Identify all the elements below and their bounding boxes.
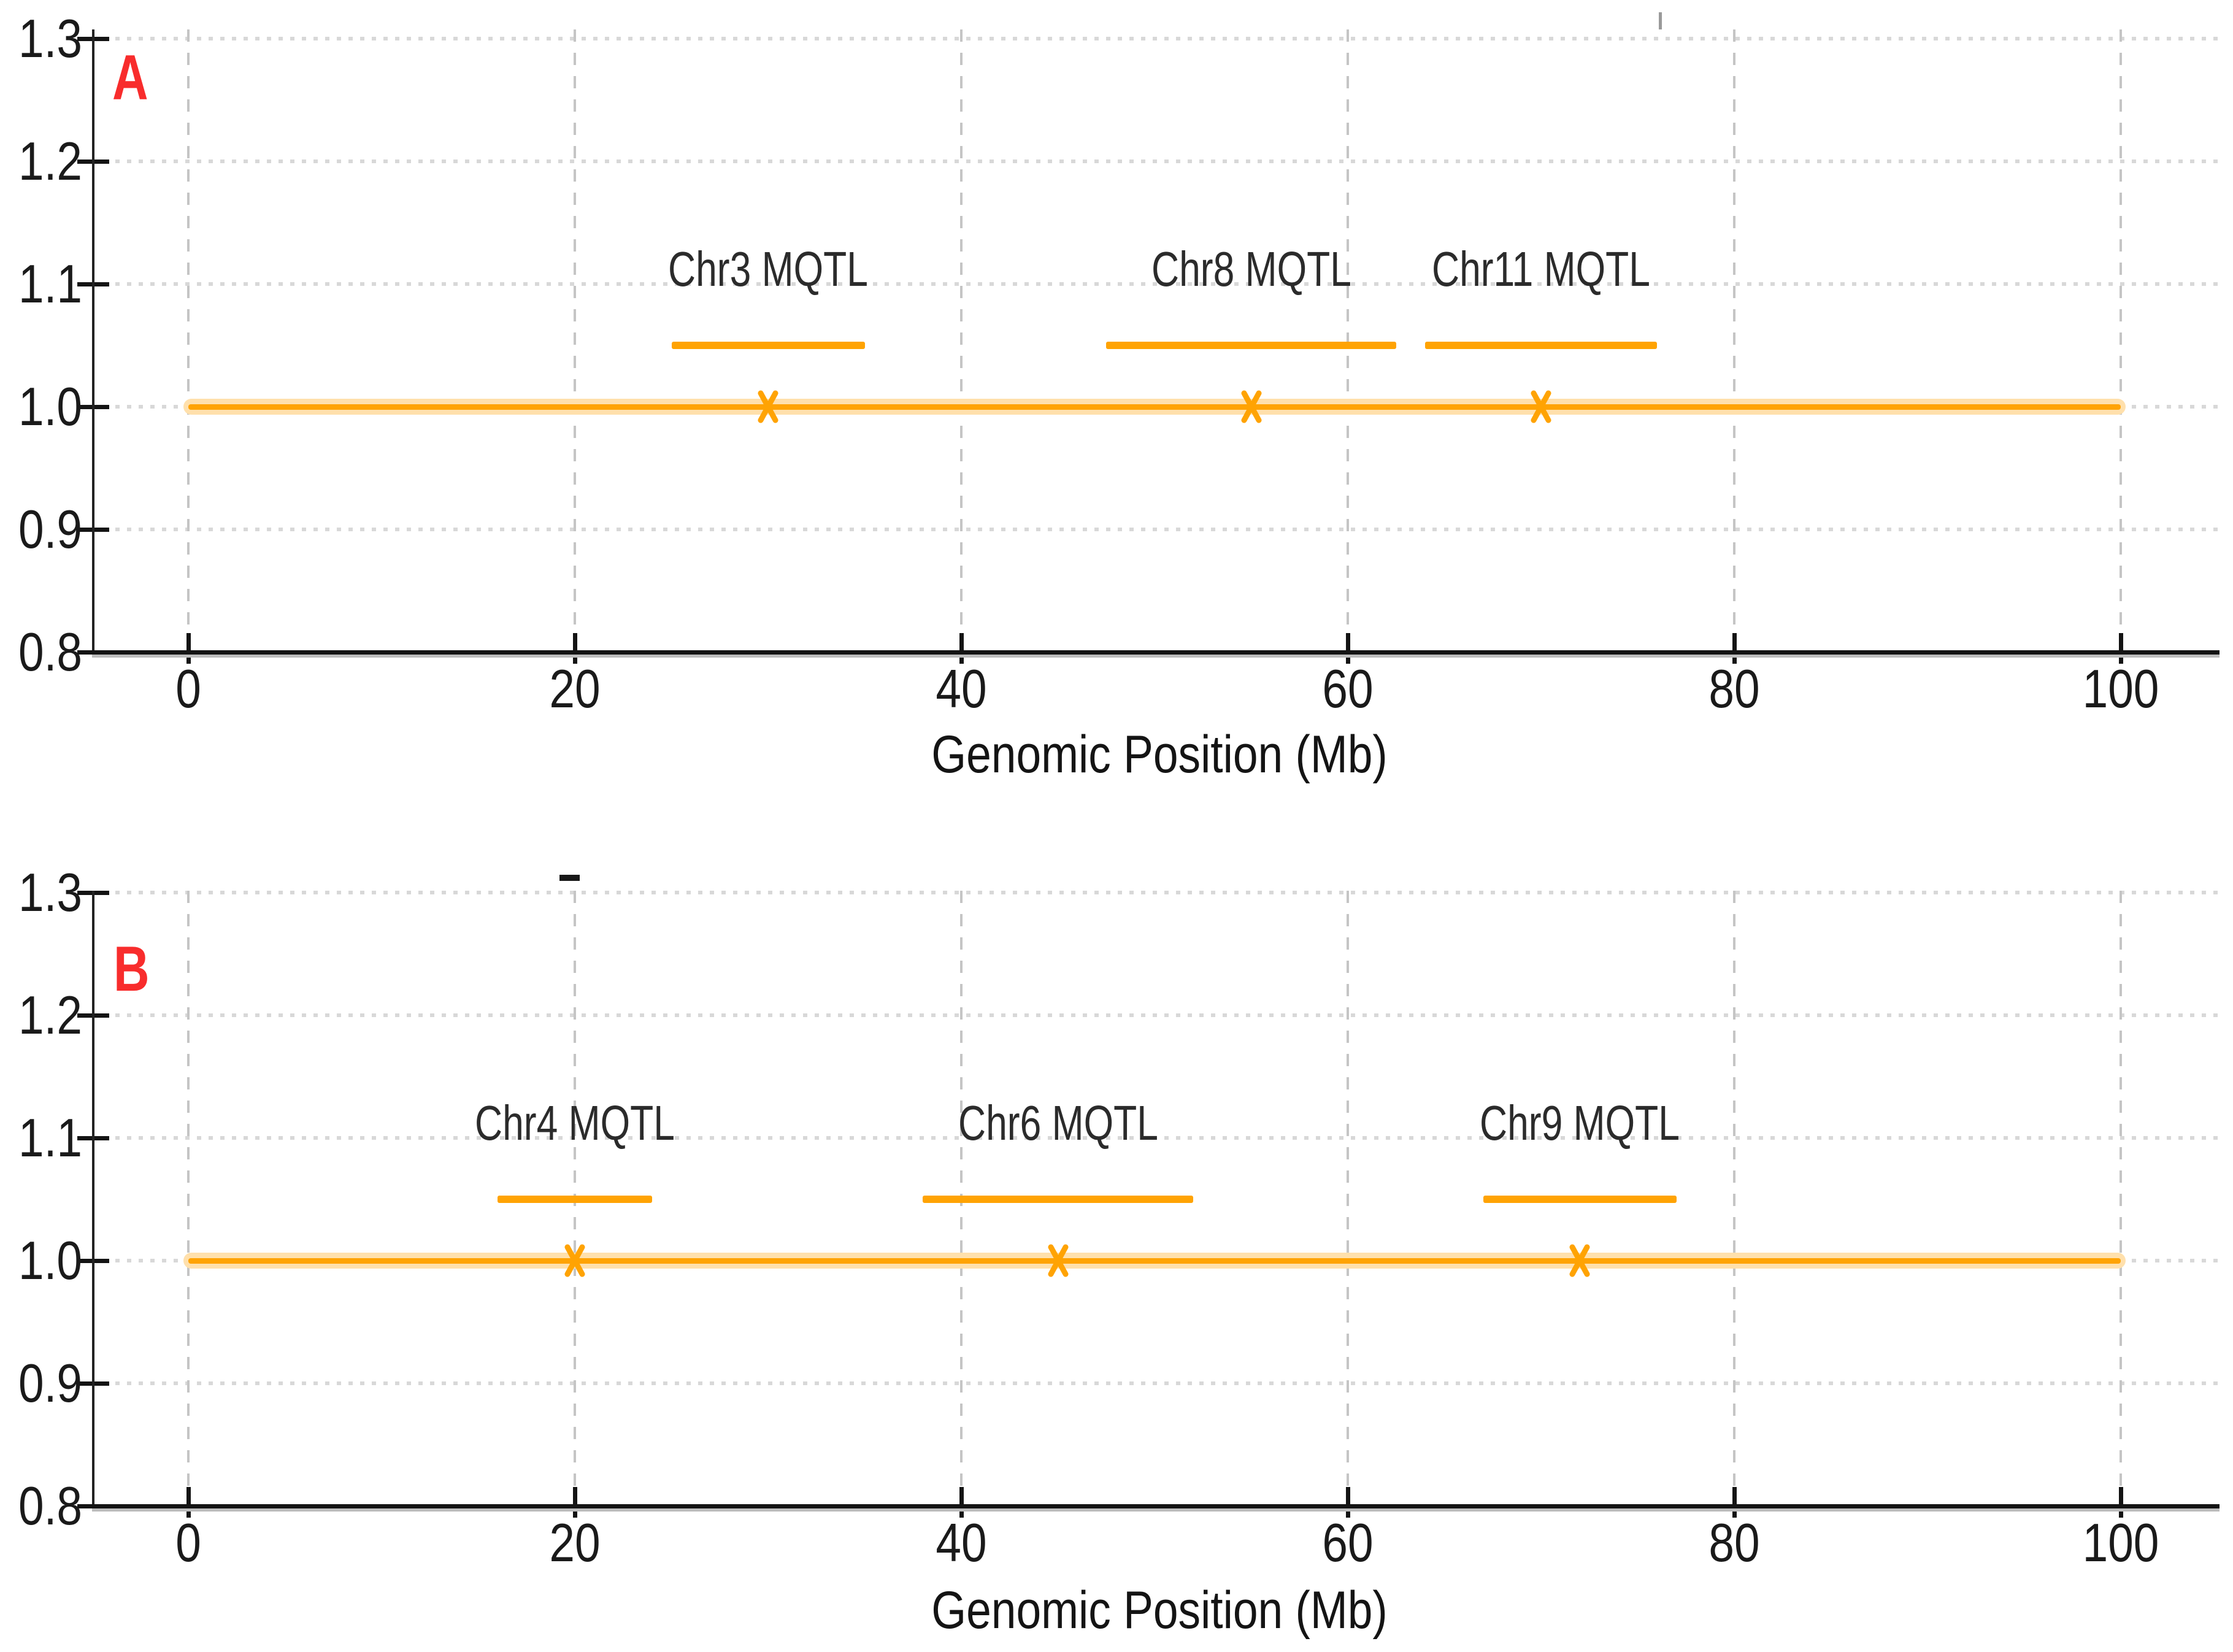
qtl-label: Chr11 MQTL [1432, 242, 1650, 296]
x-gridline [574, 29, 576, 652]
qtl-peak-marker-icon [563, 1242, 586, 1280]
y-tick-label: 0.9 [18, 499, 82, 559]
chromosome-line [188, 1258, 2121, 1264]
y-tick-label: 1.2 [18, 131, 82, 191]
qtl-peak-marker-icon [1047, 1242, 1070, 1280]
x-axis-title-b: Genomic Position (Mb) [931, 1581, 1388, 1640]
y-gridline [92, 282, 2220, 286]
panel-b-letter: B [113, 934, 150, 1005]
x-tick [1732, 633, 1737, 664]
x-tick [2119, 633, 2123, 664]
y-tick-label: 1.0 [18, 376, 82, 437]
qtl-interval-bar [498, 1196, 652, 1203]
x-tick-label: 100 [2082, 658, 2159, 719]
qtl-label: Chr3 MQTL [668, 242, 868, 296]
x-tick-label: 0 [175, 1512, 201, 1573]
x-tick [1346, 1487, 1350, 1518]
qtl-interval-bar [1425, 342, 1657, 349]
x-tick-label: 60 [1322, 658, 1374, 719]
x-tick-label: 80 [1708, 1512, 1760, 1573]
x-gridline [187, 891, 190, 1506]
y-tick-label: 1.2 [18, 985, 82, 1045]
x-gridline [1733, 891, 1735, 1506]
y-gridline [92, 159, 2220, 163]
qtl-interval-bar [923, 1196, 1193, 1203]
y-tick-label: 0.9 [18, 1353, 82, 1413]
x-gridline [1733, 29, 1735, 652]
x-tick [186, 633, 191, 664]
y-tick-label: 0.8 [18, 1475, 82, 1536]
x-gridline [2120, 891, 2122, 1506]
y-tick-label: 1.1 [18, 253, 82, 314]
x-tick-label: 60 [1322, 1512, 1374, 1573]
x-gridline [187, 29, 190, 652]
x-gridline [1347, 891, 1349, 1506]
qtl-interval-bar [1106, 342, 1396, 349]
x-tick-label: 100 [2082, 1512, 2159, 1573]
x-axis-line [92, 650, 2220, 655]
x-tick [2119, 1487, 2123, 1518]
y-tick-label: 1.3 [18, 862, 82, 923]
y-tick-label: 1.1 [18, 1107, 82, 1168]
x-tick [1346, 633, 1350, 664]
qtl-label: Chr9 MQTL [1480, 1096, 1680, 1150]
x-tick-label: 80 [1708, 658, 1760, 719]
x-tick [186, 1487, 191, 1518]
stray-tick-fragment [1659, 12, 1662, 29]
qtl-interval-bar [672, 342, 865, 349]
chromosome-line [188, 404, 2121, 410]
y-gridline [92, 1013, 2220, 1017]
x-gridline [1347, 29, 1349, 652]
x-gridline [960, 29, 963, 652]
y-gridline [92, 37, 2220, 40]
y-tick-label: 1.0 [18, 1230, 82, 1291]
x-gridline [2120, 29, 2122, 652]
y-tick-label: 1.3 [18, 8, 82, 69]
x-tick [1732, 1487, 1737, 1518]
x-tick-label: 40 [936, 658, 987, 719]
y-gridline [92, 528, 2220, 531]
qtl-peak-marker-icon [1529, 388, 1553, 426]
qtl-label: Chr4 MQTL [475, 1096, 675, 1150]
x-axis-line [92, 1504, 2220, 1508]
qtl-label: Chr8 MQTL [1151, 242, 1351, 296]
y-axis-spine [92, 891, 94, 1508]
qtl-label: Chr6 MQTL [958, 1096, 1158, 1150]
panel-a-letter: A [112, 42, 148, 113]
stray-dash-fragment [559, 875, 580, 881]
x-tick-label: 40 [936, 1512, 987, 1573]
qtl-peak-marker-icon [756, 388, 780, 426]
x-tick-label: 20 [549, 658, 601, 719]
x-tick-label: 0 [175, 658, 201, 719]
qtl-peak-marker-icon [1240, 388, 1263, 426]
x-axis-title-a: Genomic Position (Mb) [931, 725, 1388, 784]
y-gridline [92, 891, 2220, 894]
y-gridline [92, 1381, 2220, 1385]
x-tick [573, 1487, 577, 1518]
y-gridline [92, 1136, 2220, 1140]
x-tick [959, 633, 964, 664]
y-tick-label: 0.8 [18, 621, 82, 682]
qtl-interval-bar [1483, 1196, 1677, 1203]
x-tick [573, 633, 577, 664]
x-tick-label: 20 [549, 1512, 601, 1573]
qtl-peak-marker-icon [1568, 1242, 1591, 1280]
y-axis-spine [92, 29, 94, 655]
x-tick [959, 1487, 964, 1518]
